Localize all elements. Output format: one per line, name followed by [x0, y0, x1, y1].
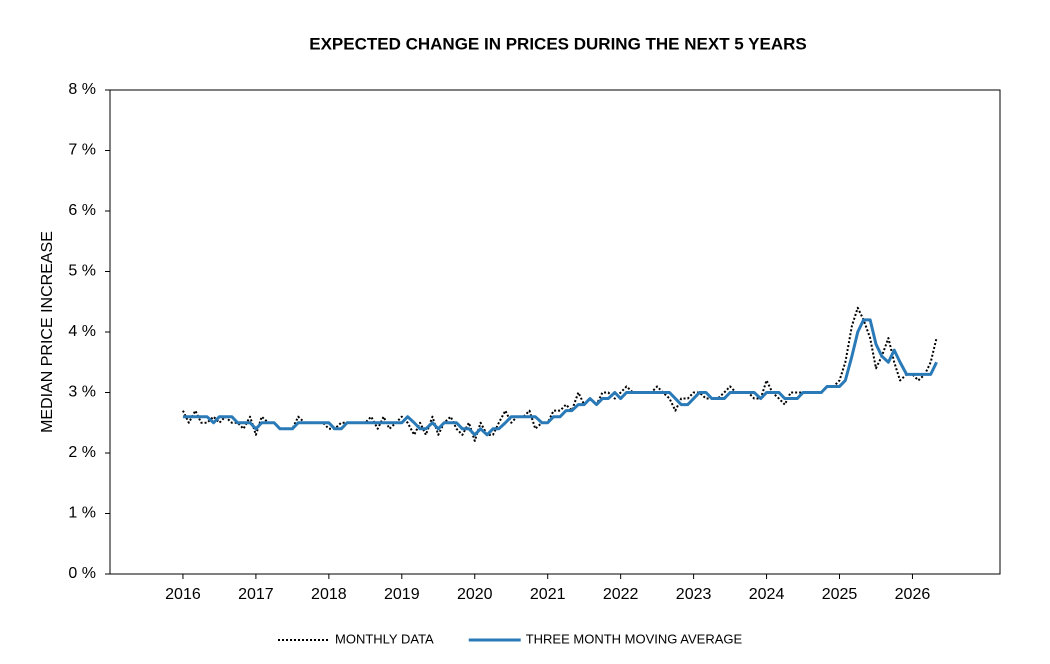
x-tick-label: 2016 — [165, 586, 201, 603]
x-tick-label: 2018 — [311, 586, 347, 603]
x-tick-label: 2026 — [895, 586, 931, 603]
y-tick-label: 0 % — [68, 565, 96, 582]
x-tick-label: 2017 — [238, 586, 274, 603]
x-tick-label: 2023 — [676, 586, 712, 603]
y-tick-label: 6 % — [68, 202, 96, 219]
y-tick-label: 4 % — [68, 323, 96, 340]
x-tick-label: 2022 — [603, 586, 639, 603]
y-tick-label: 7 % — [68, 142, 96, 159]
y-tick-label: 5 % — [68, 263, 96, 280]
x-tick-label: 2020 — [457, 586, 493, 603]
x-tick-label: 2024 — [749, 586, 785, 603]
y-tick-label: 3 % — [68, 384, 96, 401]
y-tick-label: 2 % — [68, 444, 96, 461]
y-tick-label: 1 % — [68, 505, 96, 522]
legend-label: THREE MONTH MOVING AVERAGE — [526, 631, 743, 646]
plot-frame — [109, 89, 1001, 575]
x-tick-label: 2025 — [822, 586, 858, 603]
y-tick-label: 8 % — [68, 81, 96, 98]
series-line — [182, 306, 938, 442]
x-tick-label: 2019 — [384, 586, 420, 603]
legend-label: MONTHLY DATA — [335, 631, 434, 646]
series-line — [182, 318, 938, 437]
chart-title: EXPECTED CHANGE IN PRICES DURING THE NEX… — [309, 34, 807, 53]
y-axis-label: MEDIAN PRICE INCREASE — [39, 231, 56, 433]
x-tick-label: 2021 — [530, 586, 566, 603]
